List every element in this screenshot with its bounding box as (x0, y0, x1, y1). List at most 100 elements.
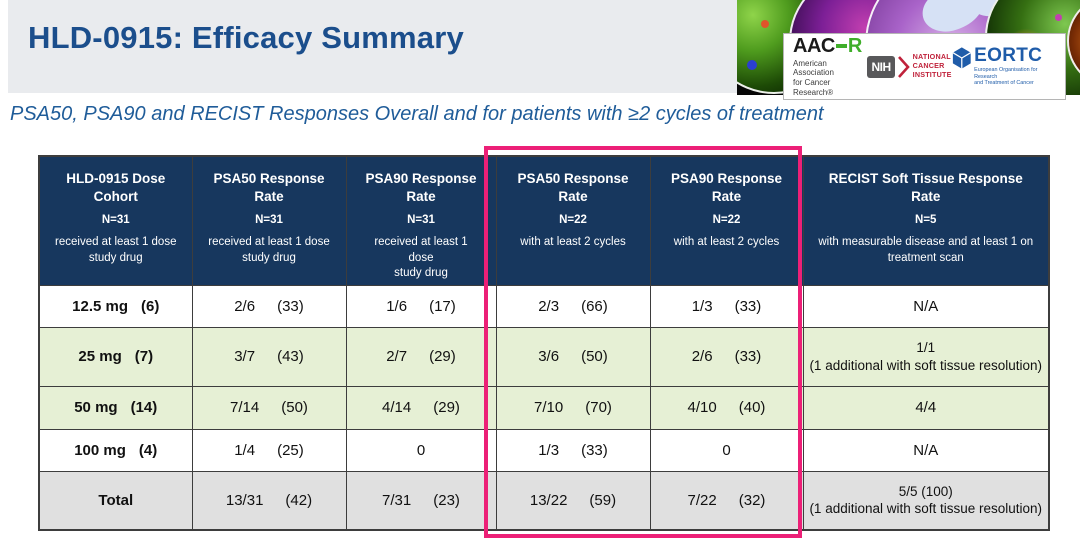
column-n-count: N=5 (915, 214, 937, 227)
dose-label-group: 50 mg (14) (41, 399, 191, 416)
value-cell: 4/10 (40) (649, 385, 804, 430)
text-value: 4/4 (915, 399, 937, 416)
nih-nci-logo: NIH NATIONAL CANCER INSTITUTE (867, 53, 951, 79)
column-description: with at least 2 cycles (520, 236, 626, 249)
nci-name-line3: INSTITUTE (912, 69, 952, 79)
dose-label-group: 12.5 mg (6) (41, 298, 191, 315)
percent-value: (40) (738, 399, 766, 416)
nci-name: NATIONAL CANCER INSTITUTE (913, 53, 952, 79)
fraction-value: 7/22 (687, 491, 717, 509)
efficacy-table: HLD-0915 Dose Cohort N=31 received at leas… (38, 155, 1050, 531)
column-description: received at least 1 dose study drug (55, 236, 177, 264)
value-cell: 7/22 (32) (649, 470, 804, 531)
microscopy-dot (761, 20, 769, 28)
value-cell: 1/4 (25) (191, 428, 347, 472)
value-cell: N/A (802, 284, 1050, 328)
nci-name-line2: CANCER (912, 61, 945, 71)
aacr-caption-line2: for Cancer Research® (793, 78, 834, 97)
microscopy-dot (1055, 14, 1062, 21)
slide-subtitle: PSA50, PSA90 and RECIST Responses Overal… (10, 103, 824, 125)
eortc-caption-line1: European Organisation for Research (974, 66, 1038, 80)
value-cell: 2/6 (33) (191, 284, 347, 328)
column-n-count: N=31 (407, 214, 435, 227)
aacr-letters-black: AAC (793, 34, 835, 57)
percent-value: (33) (277, 297, 304, 315)
table-row: 25 mg (7) 3/7 (43) 2/7 (29) 3/6 (50) 2/6 (33) 1/1 … (38, 326, 1050, 387)
value-cell: 3/7 (43) (191, 326, 347, 387)
column-n-count: N=22 (559, 214, 587, 227)
percent-value: (33) (734, 297, 762, 315)
fraction-value: 2/6 (234, 297, 256, 315)
fraction-and-percent: 1/3 (33) (498, 442, 649, 459)
percent-value: (29) (433, 399, 460, 416)
fraction-value: 2/7 (386, 348, 408, 365)
nih-badge: NIH (867, 55, 895, 78)
percent-value: (32) (738, 491, 766, 509)
percent-value: (23) (433, 491, 460, 509)
dose-count: (6) (141, 297, 160, 315)
fraction-value: 3/6 (538, 348, 560, 365)
column-header-6: RECIST Soft Tissue Response Rate N=5 with … (802, 155, 1050, 286)
fraction-and-percent: 3/6 (50) (498, 348, 649, 365)
column-description: received at least 1 dose study drug (374, 236, 468, 280)
value-cell: 3/6 (50) (495, 326, 651, 387)
dose-cohort-cell: 50 mg (14) (38, 385, 193, 430)
value-cell: 7/10 (70) (495, 385, 651, 430)
fraction-and-percent: 7/10 (70) (498, 399, 649, 416)
dose-label-group: 25 mg (7) (41, 348, 191, 365)
column-title: RECIST Soft Tissue Response Rate (828, 171, 1023, 204)
fraction-and-percent: 7/22 (32) (652, 492, 802, 509)
dose-label-group: 100 mg (4) (41, 442, 191, 459)
table-row: Total 13/31 (42) 7/31 (23) 13/22 (59) 7/22 (32) 5… (38, 470, 1050, 531)
dose-label: 25 mg (78, 348, 122, 365)
value-cell: 2/3 (66) (495, 284, 651, 328)
value-cell: 1/3 (33) (495, 428, 651, 472)
eortc-logo: EORTC European Organisation for Research… (952, 46, 1056, 87)
fraction-value: 13/22 (529, 491, 568, 509)
column-n-count: N=22 (712, 214, 741, 227)
dose-cohort-cell: Total (38, 470, 193, 531)
eortc-caption-line2: and Treatment of Cancer (974, 80, 1034, 87)
value-cell: 1/3 (33) (649, 284, 804, 328)
dose-count: (7) (134, 348, 154, 365)
value-cell: 0 (649, 428, 804, 472)
value-cell: N/A (802, 428, 1050, 472)
column-title: HLD-0915 Dose Cohort (66, 171, 166, 204)
page-title: HLD-0915: Efficacy Summary (28, 20, 464, 55)
fraction-and-percent: 1/6 (17) (348, 298, 495, 315)
dose-label: Total (98, 491, 134, 509)
fraction-value: 4/10 (687, 399, 717, 416)
dose-label-group: Total (41, 492, 191, 509)
column-description: with measurable disease and at least 1 o… (818, 236, 1034, 264)
column-n-count: N=31 (255, 214, 283, 227)
column-title: PSA90 Response Rate (670, 171, 783, 204)
fraction-and-percent: 3/7 (43) (194, 348, 345, 365)
table-row: 50 mg (14) 7/14 (50) 4/14 (29) 7/10 (70) 4/10 (40… (38, 385, 1050, 430)
text-value: 1/1 (1 additional with soft tissue resol… (809, 339, 1043, 373)
fraction-and-percent: 13/31 (42) (194, 492, 345, 509)
fraction-and-percent: 2/3 (66) (498, 298, 649, 315)
fraction-value: 13/31 (225, 491, 264, 509)
column-header-4: PSA50 Response Rate N=22 with at least 2 c… (495, 155, 651, 286)
fraction-and-percent: 4/10 (40) (652, 399, 802, 416)
dose-cohort-cell: 12.5 mg (6) (38, 284, 193, 328)
table-row: 100 mg (4) 1/4 (25) 0 1/3 (33) 0 N/A (38, 428, 1050, 472)
fraction-value: 3/7 (234, 348, 256, 365)
fraction-and-percent: 7/31 (23) (348, 492, 495, 509)
text-value: 0 (416, 441, 426, 459)
fraction-value: 1/3 (538, 441, 560, 459)
text-value: 0 (722, 441, 731, 459)
column-header-5: PSA90 Response Rate N=22 with at least 2 c… (649, 155, 804, 286)
percent-value: (66) (581, 297, 608, 315)
aacr-letter-green: R (847, 34, 862, 57)
column-header-3: PSA90 Response Rate N=31 received at least… (345, 155, 497, 286)
nih-chevron-icon (897, 55, 910, 78)
aacr-caption: American Association for Cancer Research… (793, 59, 867, 97)
eortc-wordmark: EORTC (974, 44, 1043, 66)
column-n-count: N=31 (101, 214, 130, 227)
value-cell: 2/6 (33) (649, 326, 804, 387)
value-cell: 4/4 (802, 385, 1050, 430)
value-cell: 5/5 (100) (1 additional with soft tissue… (802, 470, 1050, 531)
dose-cohort-cell: 100 mg (4) (38, 428, 193, 472)
